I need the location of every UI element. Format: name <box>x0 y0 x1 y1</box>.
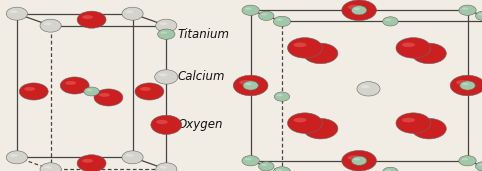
Ellipse shape <box>60 77 89 94</box>
Ellipse shape <box>303 43 338 64</box>
Ellipse shape <box>245 8 252 10</box>
Ellipse shape <box>396 113 430 133</box>
Ellipse shape <box>303 119 338 139</box>
Ellipse shape <box>160 22 167 25</box>
Ellipse shape <box>122 151 143 164</box>
Ellipse shape <box>348 155 361 160</box>
Ellipse shape <box>84 87 99 96</box>
Ellipse shape <box>386 169 391 171</box>
Ellipse shape <box>383 167 398 171</box>
Ellipse shape <box>273 167 291 171</box>
Ellipse shape <box>309 48 322 53</box>
Ellipse shape <box>233 75 268 96</box>
Ellipse shape <box>82 15 93 19</box>
Ellipse shape <box>94 89 123 106</box>
Ellipse shape <box>460 81 475 90</box>
Ellipse shape <box>40 163 61 171</box>
Ellipse shape <box>261 164 267 166</box>
Ellipse shape <box>450 75 482 96</box>
Ellipse shape <box>383 17 398 26</box>
Ellipse shape <box>459 5 476 15</box>
Ellipse shape <box>19 83 48 100</box>
Ellipse shape <box>287 113 322 133</box>
Ellipse shape <box>245 158 252 160</box>
Ellipse shape <box>140 87 151 91</box>
Ellipse shape <box>456 80 469 85</box>
Ellipse shape <box>412 119 446 139</box>
Ellipse shape <box>122 7 143 20</box>
Ellipse shape <box>239 80 252 85</box>
Ellipse shape <box>10 10 18 13</box>
Ellipse shape <box>478 13 482 15</box>
Ellipse shape <box>354 8 360 10</box>
Ellipse shape <box>462 8 469 10</box>
Ellipse shape <box>274 92 290 101</box>
Ellipse shape <box>242 5 259 15</box>
Ellipse shape <box>309 123 322 128</box>
Ellipse shape <box>386 19 391 21</box>
Ellipse shape <box>6 7 27 20</box>
Ellipse shape <box>277 94 283 96</box>
Ellipse shape <box>243 81 258 90</box>
Ellipse shape <box>158 29 175 39</box>
Ellipse shape <box>396 38 430 58</box>
Ellipse shape <box>156 120 168 124</box>
Ellipse shape <box>151 115 182 134</box>
Ellipse shape <box>24 87 35 91</box>
Ellipse shape <box>351 156 367 165</box>
Ellipse shape <box>348 5 361 10</box>
Ellipse shape <box>82 159 93 163</box>
Ellipse shape <box>342 0 376 21</box>
Ellipse shape <box>242 156 259 166</box>
Ellipse shape <box>294 118 307 122</box>
Ellipse shape <box>156 19 177 32</box>
Ellipse shape <box>287 38 322 58</box>
Ellipse shape <box>10 154 18 157</box>
Ellipse shape <box>155 70 178 84</box>
Ellipse shape <box>77 155 106 171</box>
Ellipse shape <box>475 11 482 20</box>
Ellipse shape <box>273 16 291 27</box>
Ellipse shape <box>246 83 252 85</box>
Text: Oxygen: Oxygen <box>177 118 223 131</box>
Ellipse shape <box>99 93 110 97</box>
Ellipse shape <box>417 123 430 128</box>
Ellipse shape <box>135 83 164 100</box>
Ellipse shape <box>417 48 430 53</box>
Ellipse shape <box>475 162 482 171</box>
Ellipse shape <box>412 43 446 64</box>
Ellipse shape <box>276 169 283 171</box>
Ellipse shape <box>402 43 415 47</box>
Ellipse shape <box>126 154 134 157</box>
Ellipse shape <box>77 11 106 28</box>
Ellipse shape <box>478 164 482 166</box>
Ellipse shape <box>160 166 167 169</box>
Ellipse shape <box>259 162 274 171</box>
Ellipse shape <box>156 163 177 171</box>
Ellipse shape <box>294 43 307 47</box>
Ellipse shape <box>65 81 76 85</box>
Ellipse shape <box>357 82 380 96</box>
Ellipse shape <box>44 166 52 169</box>
Ellipse shape <box>276 19 283 21</box>
Ellipse shape <box>351 6 367 15</box>
Text: Titanium: Titanium <box>177 28 229 41</box>
Ellipse shape <box>261 13 267 15</box>
Ellipse shape <box>354 158 360 160</box>
Text: Calcium: Calcium <box>177 70 225 83</box>
Ellipse shape <box>161 31 167 34</box>
Ellipse shape <box>40 19 61 32</box>
Ellipse shape <box>462 158 469 160</box>
Ellipse shape <box>126 10 134 13</box>
Ellipse shape <box>87 89 93 91</box>
Ellipse shape <box>44 22 52 25</box>
Ellipse shape <box>6 151 27 164</box>
Ellipse shape <box>402 118 415 122</box>
Ellipse shape <box>342 150 376 171</box>
Ellipse shape <box>361 85 370 88</box>
Ellipse shape <box>463 83 469 85</box>
Ellipse shape <box>259 11 274 20</box>
Ellipse shape <box>459 156 476 166</box>
Ellipse shape <box>159 73 167 76</box>
